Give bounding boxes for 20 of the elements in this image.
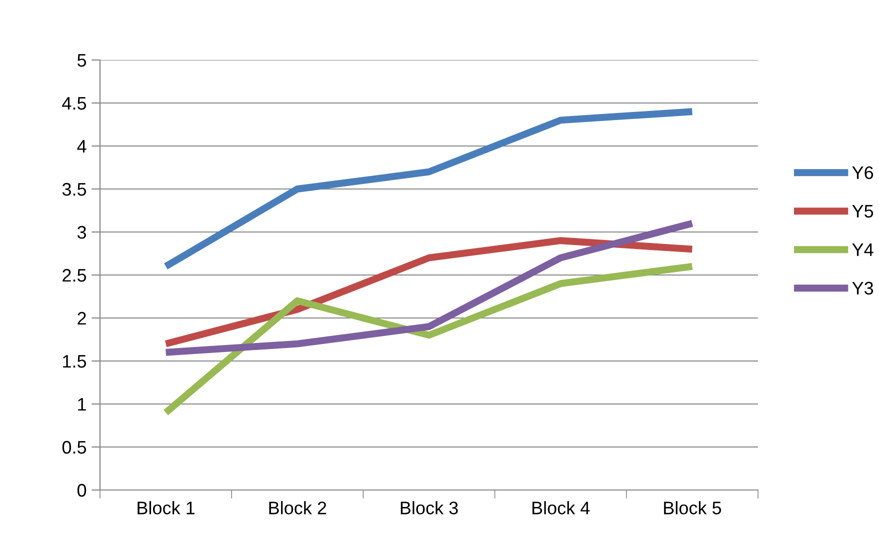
x-tick-label: Block 5 [664, 501, 722, 514]
y-tick-label: 3.5 [62, 182, 86, 196]
y-tick-label: 1.5 [63, 355, 86, 368]
legend-label: Y5 [852, 205, 874, 218]
legend-label: Y3 [852, 282, 874, 295]
legend-label: Y4 [852, 243, 874, 256]
x-tick-label: Block 3 [400, 501, 458, 514]
y-tick-label: 2.5 [62, 268, 86, 282]
y-tick-label: 2 [78, 312, 86, 325]
y-tick-label: 0.5 [62, 440, 86, 454]
x-tick-label: Block 4 [532, 501, 590, 514]
y-tick-label: 1 [78, 398, 86, 411]
y-tick-label: 0 [77, 484, 86, 497]
y-tick-label: 4 [77, 140, 86, 153]
x-tick-label: Block 2 [269, 501, 326, 514]
y-tick-label: 3 [77, 226, 86, 239]
y-tick-label: 4.5 [62, 97, 86, 110]
legend-label: Y6 [852, 166, 874, 180]
y-tick-label: 5 [77, 54, 86, 67]
x-tick-label: Block 1 [138, 501, 195, 514]
